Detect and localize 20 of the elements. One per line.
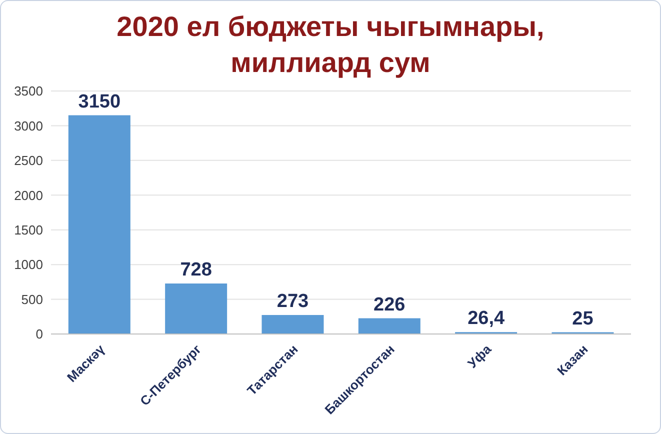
bar (68, 115, 130, 334)
y-tick-label: 0 (36, 326, 43, 342)
y-tick-label: 2000 (14, 188, 43, 203)
y-tick-label: 1500 (14, 222, 43, 238)
y-tick-label: 2500 (14, 153, 43, 168)
bar (358, 318, 420, 334)
data-label: 728 (180, 259, 212, 280)
y-tick-label: 3000 (14, 118, 43, 134)
y-tick-label: 500 (21, 292, 43, 307)
data-label: 273 (276, 291, 309, 312)
x-tick-label: Уфа (464, 340, 495, 372)
data-label: 25 (572, 308, 594, 330)
data-label: 26,4 (468, 308, 505, 330)
data-label: 3150 (78, 91, 121, 112)
chart-title: 2020 ел бюджеты чыгымнары, миллиард сум (116, 10, 546, 80)
y-tick-label: 1000 (14, 257, 43, 272)
y-tick-label: 3500 (14, 84, 43, 99)
bar (262, 315, 324, 334)
data-label: 226 (374, 294, 406, 316)
bar (165, 283, 228, 334)
